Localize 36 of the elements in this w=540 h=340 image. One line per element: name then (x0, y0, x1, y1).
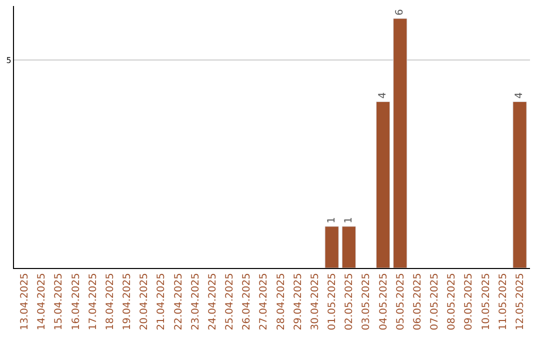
data-label: 4 (378, 92, 389, 99)
x-tick-label: 28.04.2025 (276, 273, 287, 330)
x-tick-label: 21.04.2025 (156, 273, 168, 330)
x-tick-label: 10.05.2025 (480, 273, 492, 330)
data-label: 4 (514, 92, 526, 99)
x-tick-label: 03.05.2025 (361, 273, 372, 330)
x-tick-label: 08.05.2025 (446, 273, 458, 330)
data-label: 1 (326, 217, 338, 224)
x-tick-label: 06.05.2025 (412, 273, 424, 330)
x-tick-label: 16.04.2025 (70, 273, 82, 330)
x-tick-label: 12.05.2025 (515, 273, 526, 330)
x-tick-label: 22.04.2025 (173, 273, 184, 330)
x-tick-label: 04.05.2025 (378, 273, 390, 330)
x-tick-label: 07.05.2025 (430, 273, 441, 330)
x-tick-label: 25.04.2025 (224, 273, 236, 330)
data-label: 6 (394, 9, 406, 16)
x-tick-label: 20.04.2025 (139, 273, 150, 330)
data-label: 1 (343, 217, 354, 224)
x-tick-label: 29.04.2025 (292, 273, 304, 330)
x-tick-label: 13.04.2025 (20, 273, 30, 330)
x-tick-label: 01.05.2025 (327, 273, 338, 330)
x-tick-label: 09.05.2025 (464, 273, 475, 330)
x-tick-label: 14.04.2025 (36, 273, 48, 330)
x-tick-label: 15.04.2025 (54, 273, 65, 330)
x-tick-label: 02.05.2025 (344, 273, 356, 330)
x-tick-label: 11.05.2025 (498, 273, 509, 330)
y-tick-label: 5 (6, 56, 12, 65)
x-tick-label: 24.04.2025 (207, 273, 218, 330)
x-tick-label: 23.04.2025 (190, 273, 202, 330)
x-tick-label: 18.04.2025 (104, 273, 116, 330)
x-tick-label: 19.04.2025 (122, 273, 134, 330)
x-tick-label: 26.04.2025 (242, 273, 253, 330)
x-tick-label: 30.04.2025 (310, 273, 321, 330)
x-tick-label: 17.04.2025 (88, 273, 99, 330)
x-tick-label: 05.05.2025 (395, 273, 406, 330)
x-tick-label: 27.04.2025 (258, 273, 270, 330)
